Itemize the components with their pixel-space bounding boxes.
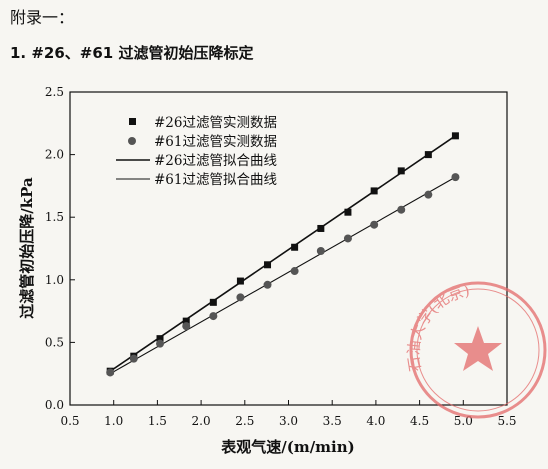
point-61 (397, 205, 406, 214)
point-26 (344, 208, 352, 216)
point-26 (209, 298, 217, 306)
point-61 (263, 280, 272, 289)
point-61 (370, 220, 379, 229)
legend-entry: #26过滤管实测数据 (154, 115, 277, 131)
legend: #26过滤管实测数据 #61过滤管实测数据 #26过滤管拟合曲线 #61过滤管拟合曲线 (116, 115, 277, 188)
x-tick-label: 2.5 (235, 414, 254, 428)
point-26 (236, 277, 244, 285)
section-title: 1. #26、#61 过滤管初始压降标定 (10, 44, 254, 62)
point-61 (451, 173, 460, 182)
x-tick-label: 5.5 (497, 414, 516, 428)
point-26 (424, 151, 432, 159)
seal-star-icon (454, 326, 502, 371)
legend-circle-marker (128, 137, 136, 145)
point-26 (291, 243, 299, 251)
y-tick-label: 2.0 (45, 148, 64, 162)
y-tick-label: 0.5 (45, 335, 64, 349)
x-tick-label: 4.0 (366, 414, 385, 428)
svg-text:石油大学(北京): 石油大学(北京) (405, 282, 472, 373)
official-seal: 石油大学(北京) (405, 281, 547, 419)
x-tick-label: 1.0 (104, 414, 123, 428)
legend-entry: #61过滤管拟合曲线 (154, 172, 277, 188)
appendix-heading: 附录一： (10, 8, 75, 27)
point-61 (236, 293, 245, 302)
data-markers (106, 132, 460, 377)
x-tick-label: 0.5 (60, 414, 79, 428)
point-26 (264, 261, 272, 269)
seal-text: 石油大学(北京) (405, 282, 472, 373)
point-61 (129, 354, 138, 363)
point-61 (343, 234, 352, 243)
x-tick-label: 2.0 (192, 414, 211, 428)
x-tick-label: 4.5 (410, 414, 429, 428)
point-61 (182, 322, 191, 331)
x-tick-label: 3.0 (279, 414, 298, 428)
point-26 (182, 317, 190, 325)
x-tick-label: 3.5 (323, 414, 342, 428)
point-61 (316, 247, 325, 256)
x-tick-label: 1.5 (148, 414, 167, 428)
point-61 (290, 267, 299, 276)
point-61 (424, 190, 433, 199)
y-tick-label: 1.0 (45, 273, 64, 287)
point-26 (397, 167, 405, 175)
y-tick-label: 2.5 (45, 85, 64, 99)
x-axis-label: 表观气速/(m/min) (221, 438, 355, 456)
y-axis: 0.0 0.5 1.0 1.5 2.0 2.5 (45, 85, 75, 412)
point-61 (106, 368, 115, 377)
y-tick-label: 0.0 (45, 398, 64, 412)
fit-line-2 (109, 135, 456, 372)
legend-entry: #26过滤管拟合曲线 (154, 153, 277, 169)
y-tick-label: 1.5 (45, 210, 64, 224)
point-61 (209, 312, 218, 321)
point-26 (156, 335, 164, 343)
point-61 (156, 339, 165, 348)
y-axis-label: 过滤管初始压降/kPa (18, 177, 36, 319)
x-axis: 0.5 1.0 1.5 2.0 2.5 3.0 3.5 4.0 4.5 5.0 5.5 (60, 400, 517, 428)
point-26 (451, 132, 459, 140)
point-26 (370, 187, 378, 195)
point-26 (317, 224, 325, 232)
legend-square-marker (129, 118, 136, 125)
legend-entry: #61过滤管实测数据 (154, 134, 277, 150)
